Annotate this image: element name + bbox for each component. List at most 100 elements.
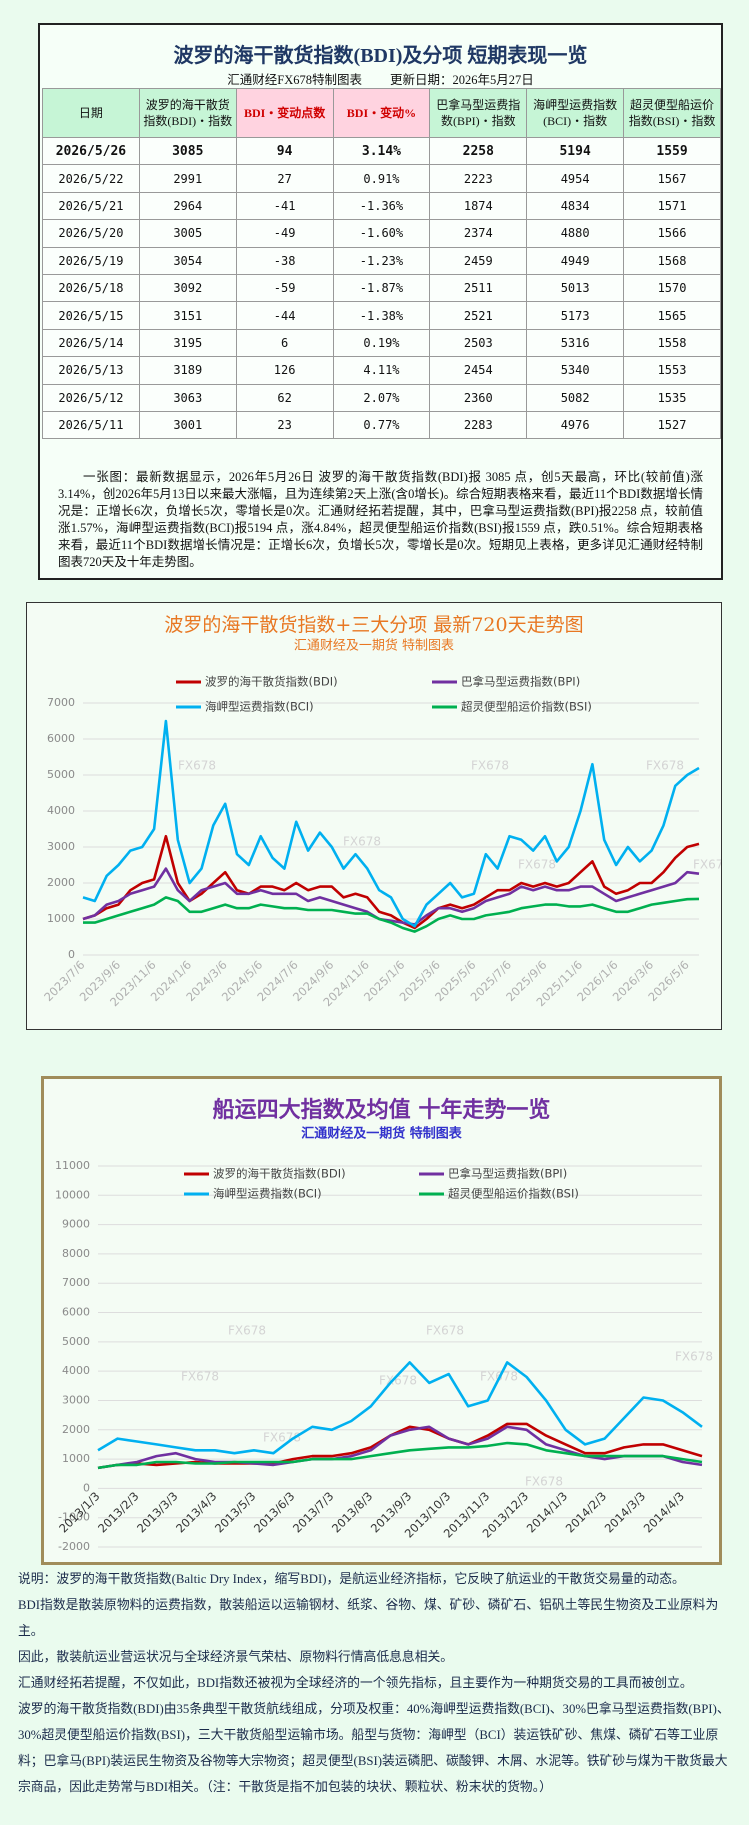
legend-label: 波罗的海干散货指数(BDI)	[205, 675, 338, 689]
table-cell: 1527	[623, 410, 721, 440]
x-tick-label: 2013/6/3	[251, 1489, 297, 1535]
table-cell: -38	[235, 246, 334, 275]
table-cell: 0.91%	[332, 164, 431, 193]
table-cell: 2026/5/19	[42, 246, 140, 275]
table-cell: 2964	[138, 191, 237, 221]
table-cell: 5340	[526, 356, 625, 385]
x-tick-label: 2013/5/3	[212, 1489, 258, 1535]
table-cell: 23	[235, 410, 334, 440]
y-tick-label: -2000	[58, 1540, 90, 1553]
legend-label: 巴拿马型运费指数(BPI)	[461, 675, 580, 689]
chart-subtitle: 汇通财经及一期货 特制图表	[301, 1126, 463, 1142]
table-row: 2026/5/26 3085 94 3.14% 2258 5194 1559	[42, 136, 721, 166]
table-cell: 62	[235, 383, 334, 412]
note-line: 波罗的海干散货指数(BDI)由35条典型干散货航线组成，分项及权重：40%海岬型…	[18, 1702, 730, 1794]
table-cell: -59	[235, 273, 334, 303]
y-tick-label: 4000	[62, 1364, 90, 1377]
legend-label: 超灵便型船运价指数(BSI)	[448, 1187, 579, 1201]
table-cell: 2026/5/13	[42, 356, 140, 385]
table-row: 2026/5/11 3001 23 0.77% 2283 4976 1527	[42, 410, 721, 440]
table-cell: 4880	[526, 219, 625, 248]
table-cell: 1570	[623, 273, 721, 303]
y-tick-label: 7000	[47, 696, 75, 709]
table-cell: -49	[235, 219, 334, 248]
chart-title: 船运四大指数及均值 十年走势一览	[213, 1097, 551, 1123]
table-cell: 6	[235, 328, 334, 358]
table-cell: 4949	[526, 246, 625, 275]
legend-label: 超灵便型船运价指数(BSI)	[461, 700, 592, 714]
table-cell: 94	[235, 136, 334, 166]
note-line: 汇通财经拓若提醒，不仅如此，BDI指数还被视为全球经济的一个领先指标，且主要作为…	[18, 1676, 693, 1690]
notes: 说明：波罗的海干散货指数(Baltic Dry Index，缩写BDI)，是航运…	[18, 1566, 736, 1800]
y-tick-label: 4000	[47, 804, 75, 817]
table-cell: 1571	[623, 191, 721, 221]
y-tick-label: -1000	[58, 1511, 90, 1524]
table-row: 2026/5/12 3063 62 2.07% 2360 5082 1535	[42, 383, 721, 412]
table-cell: 5173	[526, 301, 625, 330]
y-tick-label: 2000	[47, 876, 75, 889]
series-line	[82, 867, 700, 926]
y-tick-label: 1000	[47, 912, 75, 925]
y-tick-label: 3000	[47, 840, 75, 853]
x-tick-label: 2013/7/3	[290, 1489, 336, 1535]
table-title: 波罗的海干散货指数(BDI)及分项 短期表现一览	[173, 45, 588, 67]
table-cell: 4.11%	[332, 356, 431, 385]
y-tick-label: 10000	[55, 1188, 90, 1201]
table-cell: 2503	[429, 328, 528, 358]
table-cell: -1.38%	[332, 301, 431, 330]
series-line	[97, 1441, 703, 1470]
update-date: 更新日期：2026年5月27日	[389, 73, 534, 87]
watermark: FX678	[178, 759, 216, 773]
summary-table-panel: 波罗的海干散货指数(BDI)及分项 短期表现一览 汇通财经FX678特制图表 更新…	[38, 23, 723, 580]
series-line	[82, 834, 700, 930]
table-cell: 1874	[429, 191, 528, 221]
column-header: 超灵便型船运价指数(BSI)・指数	[623, 88, 721, 138]
table-row: 2026/5/14 3195 6 0.19% 2503 5316 1558	[42, 328, 721, 358]
y-tick-label: 1000	[62, 1452, 90, 1465]
series-line	[82, 719, 700, 928]
table-cell: 2223	[429, 164, 528, 193]
table-cell: 4954	[526, 164, 625, 193]
table-cell: 2258	[429, 136, 528, 166]
watermark: FX678	[343, 835, 381, 849]
y-tick-label: 0	[68, 948, 75, 961]
table-cell: 1559	[623, 136, 721, 166]
table-row: 2026/5/22 2991 27 0.91% 2223 4954 1567	[42, 164, 721, 193]
table-cell: 2511	[429, 273, 528, 303]
table-cell: 2521	[429, 301, 528, 330]
y-tick-label: 7000	[62, 1276, 90, 1289]
table-cell: 2026/5/15	[42, 301, 140, 330]
table-cell: 0.77%	[332, 410, 431, 440]
table-cell: 5316	[526, 328, 625, 358]
column-header: 海岬型运费指数(BCI)・指数	[526, 88, 625, 138]
table-cell: 2026/5/14	[42, 328, 140, 358]
table-cell: -1.87%	[332, 273, 431, 303]
table-row: 2026/5/20 3005 -49 -1.60% 2374 4880 1566	[42, 219, 721, 248]
table-cell: 1567	[623, 164, 721, 193]
summary-text: 一张图：最新数据显示，2026年5月26日 波罗的海干散货指数(BDI)报 30…	[58, 470, 703, 569]
table-cell: 3054	[138, 246, 237, 275]
y-tick-label: 5000	[47, 768, 75, 781]
chart-subtitle: 汇通财经及一期货 特制图表	[294, 638, 454, 654]
table-cell: 2026/5/18	[42, 273, 140, 303]
table-cell: -1.60%	[332, 219, 431, 248]
x-tick-label: 2013/8/3	[329, 1489, 375, 1535]
table-cell: 2283	[429, 410, 528, 440]
series-line	[97, 1361, 703, 1455]
watermark: FX678	[693, 858, 721, 872]
table-cell: 3005	[138, 219, 237, 248]
table-cell: 1565	[623, 301, 721, 330]
table-cell: 3.14%	[332, 136, 431, 166]
table-cell: 2459	[429, 246, 528, 275]
table-cell: 2026/5/11	[42, 410, 140, 440]
y-tick-label: 9000	[62, 1218, 90, 1231]
legend-label: 波罗的海干散货指数(BDI)	[213, 1167, 346, 1181]
legend-label: 海岬型运费指数(BCI)	[213, 1187, 322, 1201]
table-cell: 2991	[138, 164, 237, 193]
table-cell: -41	[235, 191, 334, 221]
table-cell: -1.23%	[332, 246, 431, 275]
table-body: 2026/5/26 3085 94 3.14% 2258 5194 1559 2026/5/2…	[42, 136, 721, 440]
